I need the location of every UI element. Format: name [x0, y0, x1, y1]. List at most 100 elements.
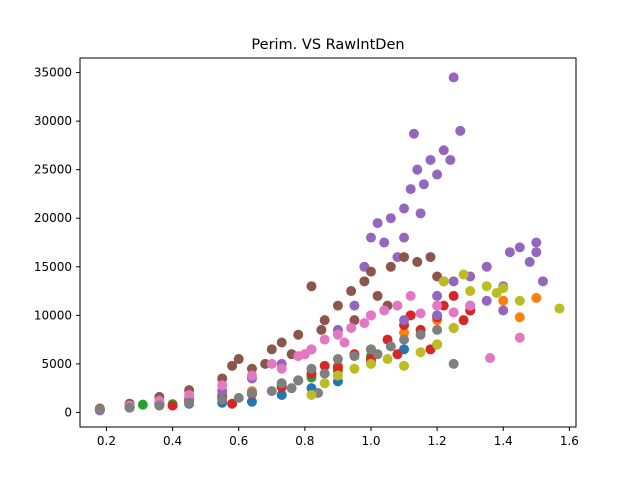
axes-layer: 0.2 0.4 0.6 0.8 1.0 1.2 1.4 1.6 0 5000 10000 15000 2… — [34, 57, 579, 448]
x-tick-label: 1.0 — [361, 434, 380, 448]
data-point — [448, 322, 459, 333]
data-point — [316, 324, 327, 335]
data-point — [498, 295, 509, 306]
data-point — [276, 389, 287, 400]
data-point — [154, 400, 165, 411]
data-point — [379, 305, 390, 316]
data-point — [359, 276, 370, 287]
data-point — [481, 261, 492, 272]
data-point — [432, 169, 443, 180]
data-point — [94, 404, 105, 415]
data-point — [432, 324, 443, 335]
data-point — [498, 283, 509, 294]
data-point — [458, 269, 469, 280]
data-point — [531, 292, 542, 303]
x-tick-label: 1.4 — [494, 434, 513, 448]
data-point — [455, 125, 466, 136]
data-point — [246, 388, 257, 399]
data-point — [392, 349, 403, 360]
data-point — [432, 339, 443, 350]
data-point — [412, 164, 423, 175]
data-point — [385, 261, 396, 272]
data-point — [504, 247, 515, 258]
data-point — [399, 252, 410, 263]
data-point — [392, 300, 403, 311]
data-point — [293, 329, 304, 340]
series-9 — [306, 269, 565, 400]
data-point — [379, 237, 390, 248]
data-point — [246, 370, 257, 381]
data-point — [306, 363, 317, 374]
data-point — [448, 276, 459, 287]
x-tick-label: 1.2 — [428, 434, 447, 448]
data-point — [365, 358, 376, 369]
data-point — [359, 318, 370, 329]
data-point — [514, 242, 525, 253]
data-point — [276, 337, 287, 348]
data-point — [481, 281, 492, 292]
data-point — [514, 312, 525, 323]
chart-title: Perim. VS RawIntDen — [251, 37, 404, 53]
data-point — [531, 247, 542, 258]
data-point — [266, 344, 277, 355]
data-point — [405, 290, 416, 301]
data-point — [408, 128, 419, 139]
data-point — [365, 232, 376, 243]
y-tick-label: 5000 — [41, 357, 72, 371]
data-point — [425, 154, 436, 165]
data-point — [498, 305, 509, 316]
data-point — [319, 378, 330, 389]
data-point — [399, 360, 410, 371]
data-point — [286, 383, 297, 394]
data-point — [124, 402, 135, 413]
data-point — [276, 378, 287, 389]
data-point — [415, 329, 426, 340]
y-tick-label: 20000 — [34, 211, 72, 225]
data-point — [319, 315, 330, 326]
data-point — [227, 360, 238, 371]
x-tick-label: 0.6 — [229, 434, 248, 448]
data-point — [385, 213, 396, 224]
data-point — [448, 290, 459, 301]
data-point — [465, 300, 476, 311]
data-point — [524, 256, 535, 267]
data-point — [332, 354, 343, 365]
data-point — [293, 375, 304, 386]
data-point — [514, 295, 525, 306]
data-point — [382, 354, 393, 365]
data-point — [306, 281, 317, 292]
plot-frame — [79, 57, 577, 428]
data-point — [184, 397, 195, 408]
data-point — [332, 362, 343, 373]
data-point — [425, 252, 436, 263]
data-point — [537, 276, 548, 287]
data-point — [332, 300, 343, 311]
data-point — [217, 380, 228, 391]
data-point — [481, 295, 492, 306]
data-point — [372, 218, 383, 229]
data-point — [432, 310, 443, 321]
data-point — [233, 354, 244, 365]
data-point — [349, 363, 360, 374]
data-point — [438, 145, 449, 156]
y-tick-label: 15000 — [34, 260, 72, 274]
y-tick-label: 35000 — [34, 66, 72, 80]
x-tick-label: 0.8 — [295, 434, 314, 448]
data-point — [415, 308, 426, 319]
data-point — [432, 290, 443, 301]
y-tick-label: 0 — [64, 405, 72, 419]
data-point — [514, 332, 525, 343]
data-point — [319, 334, 330, 345]
data-point — [217, 394, 228, 405]
x-tick-label: 0.2 — [97, 434, 116, 448]
y-tick-label: 10000 — [34, 308, 72, 322]
data-point — [184, 389, 195, 400]
data-point — [554, 303, 565, 314]
data-point — [531, 237, 542, 248]
data-point — [412, 256, 423, 267]
data-point — [432, 300, 443, 311]
data-point — [485, 353, 496, 364]
data-point — [266, 386, 277, 397]
